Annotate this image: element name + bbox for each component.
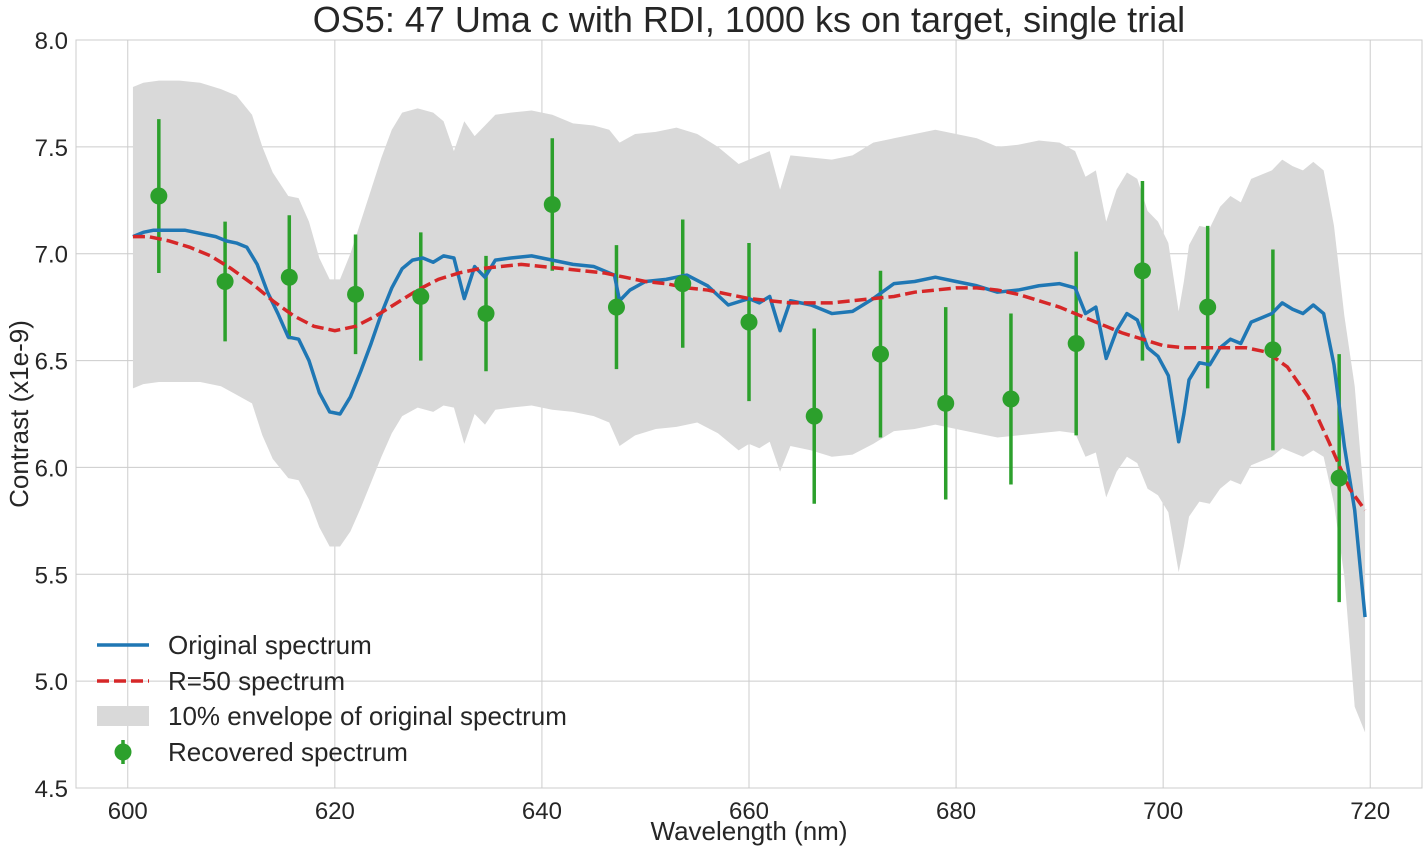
x-tick-label: 680 — [936, 798, 976, 825]
recovered-point — [543, 196, 561, 214]
legend-label: R=50 spectrum — [168, 666, 345, 696]
recovered-point — [871, 345, 889, 363]
recovered-point — [1199, 298, 1217, 316]
y-tick-label: 7.5 — [35, 135, 68, 162]
recovered-point — [216, 272, 234, 290]
r50-spectrum-line — [132, 234, 1367, 512]
envelope-layer — [132, 80, 1366, 733]
recovered-point — [1133, 262, 1151, 280]
y-tick-label: 6.5 — [35, 349, 68, 376]
recovered-point — [280, 268, 298, 286]
y-tick-label: 5.5 — [35, 562, 68, 589]
chart-title: OS5: 47 Uma c with RDI, 1000 ks on targe… — [313, 0, 1185, 40]
legend-label: 10% envelope of original spectrum — [168, 701, 567, 731]
x-tick-label: 640 — [522, 798, 562, 825]
x-tick-labels: 600 620 640 660 680 700 720 — [108, 798, 1391, 825]
recovered-point — [347, 285, 365, 303]
recovered-point — [1330, 469, 1348, 487]
original-spectrum-line — [132, 228, 1367, 618]
legend-recovered-marker — [114, 743, 132, 761]
recovered-point — [1002, 390, 1020, 408]
recovered-point — [674, 275, 692, 293]
marker-layer — [150, 187, 1348, 487]
y-tick-label: 6.0 — [35, 455, 68, 482]
recovered-point — [937, 394, 955, 412]
recovered-point — [740, 313, 758, 331]
x-tick-label: 600 — [108, 798, 148, 825]
recovered-point — [412, 287, 430, 305]
y-tick-labels: 4.5 5.0 5.5 6.0 6.5 7.0 7.5 8.0 — [35, 28, 68, 803]
x-tick-label: 720 — [1350, 798, 1390, 825]
x-tick-label: 660 — [729, 798, 769, 825]
legend-label: Recovered spectrum — [168, 737, 408, 767]
recovered-point — [607, 298, 625, 316]
recovered-point — [805, 407, 823, 425]
y-tick-label: 4.5 — [35, 776, 68, 803]
recovered-point — [1067, 334, 1085, 352]
x-tick-label: 700 — [1143, 798, 1183, 825]
recovered-point — [477, 305, 495, 323]
y-axis-label: Contrast (x1e-9) — [4, 320, 34, 508]
y-tick-label: 8.0 — [35, 28, 68, 55]
plot-frame — [75, 39, 1423, 789]
envelope-band — [132, 80, 1366, 733]
x-tick-label: 620 — [315, 798, 355, 825]
line-layer — [132, 228, 1367, 618]
recovered-point — [150, 187, 168, 205]
x-axis-label: Wavelength (nm) — [651, 816, 848, 846]
recovered-point — [1264, 341, 1282, 359]
y-tick-label: 7.0 — [35, 242, 68, 269]
legend-label: Original spectrum — [168, 630, 372, 660]
y-tick-label: 5.0 — [35, 669, 68, 696]
legend-envelope-swatch — [97, 706, 149, 726]
legend: Original spectrum R=50 spectrum 10% envelo… — [97, 630, 567, 767]
